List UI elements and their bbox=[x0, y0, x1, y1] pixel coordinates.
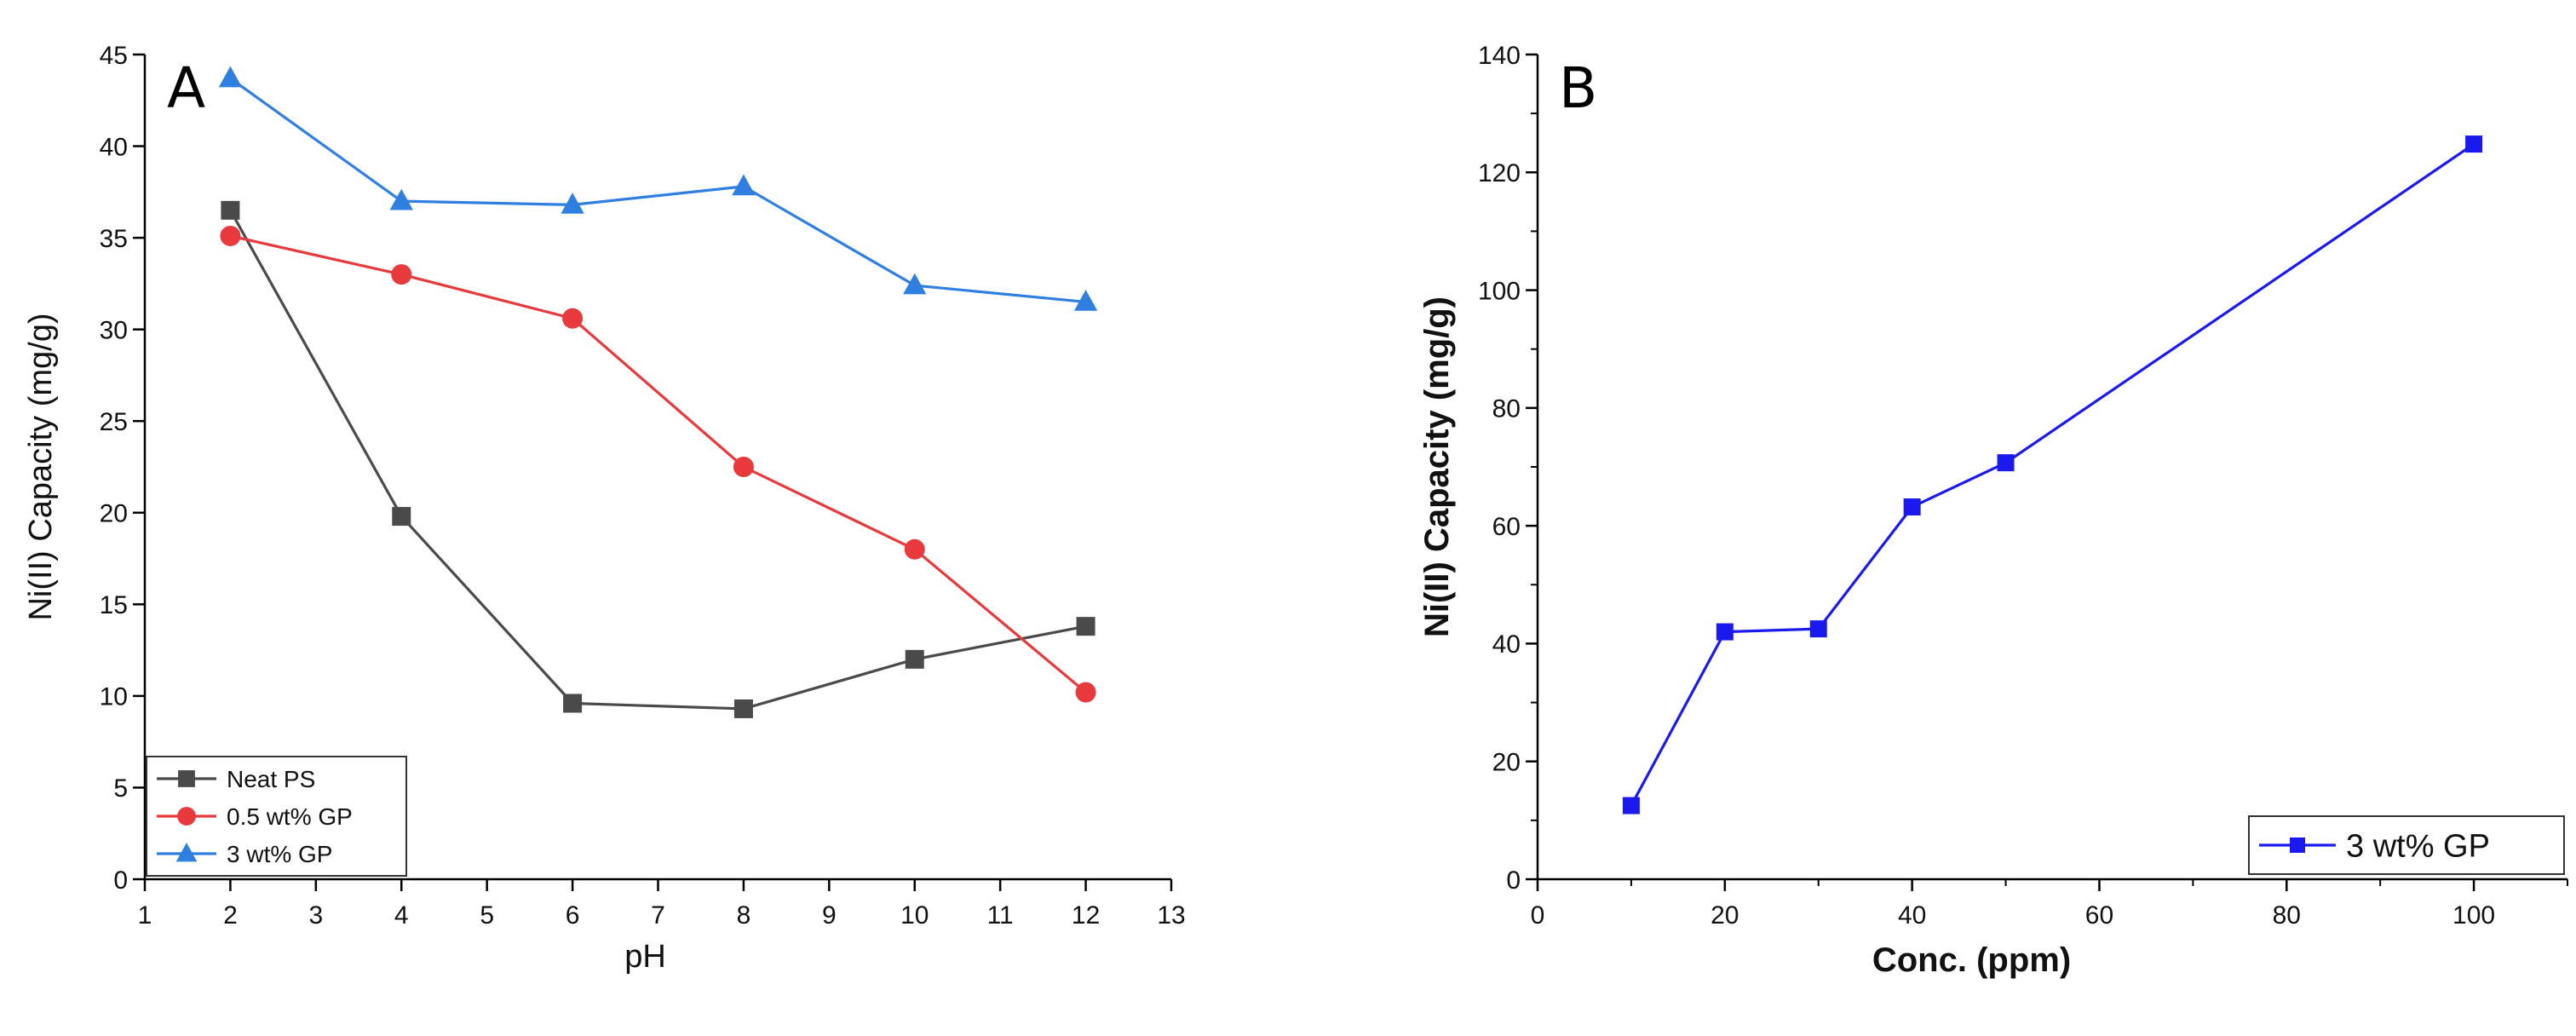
panel-a-series-line bbox=[230, 234, 1087, 694]
panel-a-legend-label: 0.5 wt% GP bbox=[227, 803, 353, 830]
panel-b-x-axis-title: Conc. (ppm) bbox=[1872, 941, 2071, 979]
panel-a-data-point bbox=[392, 507, 411, 527]
panel-b-letter: B bbox=[1559, 55, 1597, 121]
panel-a-y-tick-label: 30 bbox=[100, 316, 128, 344]
panel-a-y-tick-label: 5 bbox=[113, 774, 128, 803]
panel-a-legend-label: 3 wt% GP bbox=[227, 841, 332, 867]
panel-a-x-tick-label: 13 bbox=[1157, 901, 1185, 930]
panel-a-letter: A bbox=[167, 55, 205, 121]
panel-b-y-tick-label: 100 bbox=[1478, 277, 1521, 305]
panel-a-series-line bbox=[229, 210, 1086, 711]
panel-b-y-tick-label: 40 bbox=[1492, 630, 1521, 659]
panel-a-x-tick-label: 5 bbox=[480, 901, 494, 930]
panel-b-x-tick-label: 100 bbox=[2452, 901, 2495, 930]
panel-b-y-axis-title: Ni(II) Capacity (mg/g) bbox=[1418, 296, 1456, 637]
panel-a-x-tick-label: 11 bbox=[987, 901, 1014, 930]
panel-a-legend-label: Neat PS bbox=[227, 766, 315, 792]
panel-a-chart: 1 2 3 4 5 6 7 8 9 10 11 12 13051015202530354045pHNi(… bbox=[23, 42, 1186, 975]
panel-b-series-1 bbox=[1622, 135, 2483, 814]
panel-a-x-tick-label: 9 bbox=[822, 901, 837, 930]
panel-b-legend-marker bbox=[2290, 837, 2305, 853]
panel-a-legend-marker bbox=[175, 843, 198, 862]
panel-b-legend: 3 wt% GP bbox=[2248, 815, 2565, 875]
panel-b-data-point bbox=[1997, 454, 2015, 472]
panel-a-x-tick-label: 4 bbox=[394, 901, 409, 930]
panel-a-data-point bbox=[733, 699, 753, 718]
panel-b-x-tick-label: 80 bbox=[2273, 901, 2301, 930]
panel-a-series-3 bbox=[218, 66, 1098, 311]
panel-a-x-tick-label: 12 bbox=[1072, 901, 1100, 930]
panel-a-data-point bbox=[391, 264, 412, 285]
panel-a-y-tick-label: 25 bbox=[100, 408, 128, 436]
panel-a-data-point bbox=[218, 66, 243, 88]
panel-a-data-point bbox=[905, 649, 924, 669]
panel-a-data-point bbox=[732, 174, 756, 196]
panel-a-data-point bbox=[220, 225, 241, 246]
panel-a-data-point bbox=[1075, 682, 1096, 703]
panel-b-data-point bbox=[1903, 498, 1921, 516]
panel-b-data-point bbox=[1809, 620, 1827, 638]
panel-a-legend-marker bbox=[177, 807, 196, 826]
panel-a-y-tick-label: 40 bbox=[100, 133, 128, 161]
panel-b-series-line bbox=[1630, 142, 2475, 807]
panel-b-x-tick-label: 60 bbox=[2085, 901, 2113, 930]
panel-a-y-tick-label: 15 bbox=[100, 591, 128, 619]
panel-a-x-tick-label: 7 bbox=[651, 901, 665, 930]
panel-a-x-tick-label: 6 bbox=[566, 901, 580, 930]
panel-b-data-point bbox=[1716, 623, 1734, 641]
panel-a-y-tick-label: 0 bbox=[113, 866, 128, 895]
panel-a-x-tick-label: 8 bbox=[737, 901, 751, 930]
panel-b-y-tick-label: 0 bbox=[1506, 866, 1521, 895]
panel-a-x-tick-label: 2 bbox=[223, 901, 238, 930]
panel-b-x-tick-label: 20 bbox=[1711, 901, 1739, 930]
panel-a-x-tick-label: 3 bbox=[308, 901, 323, 930]
panel-a-legend: Neat PS 0.5 wt% GP 3 wt% GP bbox=[146, 756, 407, 877]
panel-b-y-tick-label: 20 bbox=[1492, 749, 1521, 777]
panel-b-y-tick-label: 60 bbox=[1492, 513, 1521, 541]
panel-b-data-point bbox=[2465, 135, 2483, 153]
panel-a-x-tick-label: 1 bbox=[138, 901, 152, 930]
panel-a-data-point bbox=[1076, 617, 1095, 636]
panel-b-legend-label: 3 wt% GP bbox=[2346, 829, 2490, 865]
panel-a-y-tick-label: 10 bbox=[100, 683, 128, 711]
panel-b-data-point bbox=[1622, 797, 1640, 814]
panel-b-x-tick-label: 40 bbox=[1898, 901, 1926, 930]
panel-a-data-point bbox=[733, 457, 754, 477]
panel-b-y-tick-label: 120 bbox=[1478, 159, 1521, 187]
panel-b-chart: 0 20 40 60 80 100 0 20 40 60 80 100 120 140 Conc. (ppm… bbox=[1418, 42, 2568, 979]
panel-b-y-tick-label: 80 bbox=[1492, 395, 1521, 423]
panel-a-y-axis-title: Ni(II) Capacity (mg/g) bbox=[23, 313, 59, 620]
panel-a-data-point bbox=[221, 200, 240, 220]
panel-b-y-tick-label: 140 bbox=[1478, 42, 1521, 70]
panel-a-series-2 bbox=[220, 225, 1096, 703]
panel-a-data-point bbox=[904, 538, 925, 560]
panel-a-legend-marker bbox=[178, 770, 195, 787]
panel-a-data-point bbox=[562, 308, 584, 329]
panel-a-data-point bbox=[903, 273, 927, 295]
panel-a-y-tick-label: 45 bbox=[100, 42, 128, 70]
panel-a-x-tick-label: 10 bbox=[900, 901, 929, 930]
panel-a-series-1 bbox=[221, 200, 1095, 718]
panel-a-data-point bbox=[1073, 290, 1098, 311]
panel-b-x-tick-label: 0 bbox=[1531, 901, 1545, 930]
panel-a-y-tick-label: 35 bbox=[100, 225, 128, 253]
panel-a-data-point bbox=[389, 188, 413, 210]
panel-a-y-tick-label: 20 bbox=[100, 500, 128, 528]
panel-a-x-axis-title: pH bbox=[624, 939, 666, 975]
panel-a-series-line bbox=[229, 77, 1086, 303]
panel-a-data-point bbox=[561, 193, 584, 214]
panel-a-data-point bbox=[563, 694, 583, 713]
